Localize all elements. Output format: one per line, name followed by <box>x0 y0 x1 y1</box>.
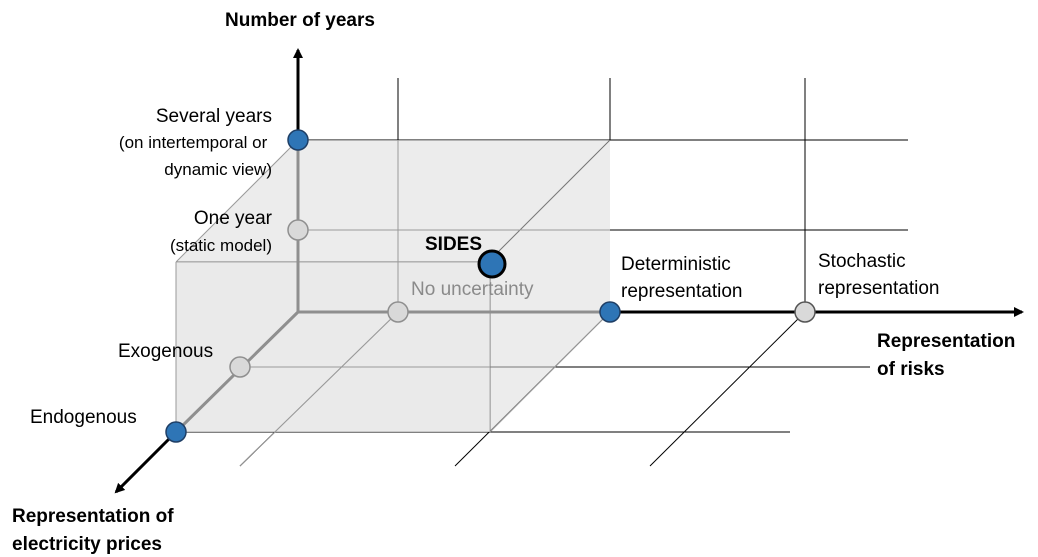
point-sides <box>477 249 507 279</box>
label-stochastic: Stochastic representation <box>818 251 939 299</box>
label-several-years: Several years <box>156 106 272 127</box>
point-deterministic <box>599 301 621 323</box>
label-one-year-note: (static model) <box>170 236 272 255</box>
point-endogenous <box>165 421 187 443</box>
cube-front-face <box>176 262 490 432</box>
risks-axis-title: Representation of risks <box>877 331 1021 380</box>
label-endogenous: Endogenous <box>30 407 137 428</box>
label-several-years-note: (on intertemporal or dynamic view) <box>119 133 272 179</box>
point-no-uncertainty <box>387 301 409 323</box>
level-points <box>165 129 816 443</box>
cube <box>175 139 611 467</box>
label-no-uncertainty: No uncertainty <box>411 279 534 300</box>
cube-right-face <box>490 140 610 432</box>
years-axis-title: Number of years <box>225 10 375 31</box>
label-deterministic: Deterministic representation <box>621 254 742 302</box>
label-exogenous: Exogenous <box>118 341 213 362</box>
point-exogenous <box>229 356 251 378</box>
sides-label: SIDES <box>425 234 482 255</box>
point-stochastic <box>794 301 816 323</box>
label-one-year: One year <box>194 208 273 229</box>
point-several-years <box>287 129 309 151</box>
prices-axis-title: Representation of electricity prices <box>12 506 179 555</box>
prices-axis <box>114 430 178 494</box>
point-one-year <box>287 219 309 241</box>
cube-top-face <box>176 140 610 262</box>
